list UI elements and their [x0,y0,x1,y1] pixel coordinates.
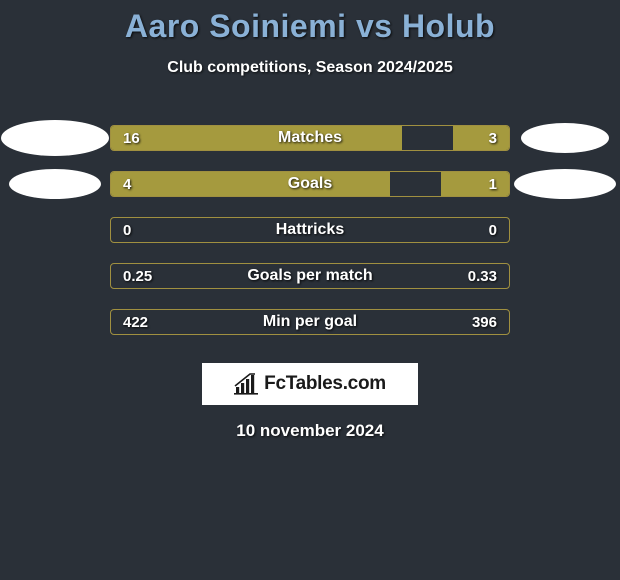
stats-rows: 16 Matches 3 4 Goals 1 [0,115,620,345]
avatar-right-wrap [510,123,620,153]
bar-chart-icon [234,373,260,395]
stat-row: 0 Hattricks 0 [0,207,620,253]
stat-value-right: 0.33 [468,264,497,288]
brand-watermark: FcTables.com [202,363,418,405]
stat-value-right: 1 [489,172,497,196]
stat-bar: 4 Goals 1 [110,171,510,197]
avatar-right-wrap [510,169,620,199]
stat-bar: 16 Matches 3 [110,125,510,151]
comparison-infographic: Aaro Soiniemi vs Holub Club competitions… [0,0,620,441]
stat-bar: 422 Min per goal 396 [110,309,510,335]
stat-label: Goals per match [111,264,509,288]
stat-bar: 0 Hattricks 0 [110,217,510,243]
stat-value-right: 0 [489,218,497,242]
date-text: 10 november 2024 [0,421,620,441]
stat-bar: 0.25 Goals per match 0.33 [110,263,510,289]
stat-row: 0.25 Goals per match 0.33 [0,253,620,299]
stat-label: Matches [111,126,509,150]
player-avatar-left-icon [1,120,109,156]
avatar-left-wrap [0,120,110,156]
stat-row: 16 Matches 3 [0,115,620,161]
subtitle: Club competitions, Season 2024/2025 [0,59,620,77]
stat-label: Min per goal [111,310,509,334]
player-avatar-right-icon [514,169,616,199]
page-title: Aaro Soiniemi vs Holub [0,8,620,45]
stat-row: 4 Goals 1 [0,161,620,207]
avatar-left-wrap [0,169,110,199]
player-avatar-left-icon [9,169,101,199]
stat-value-right: 396 [472,310,497,334]
stat-label: Hattricks [111,218,509,242]
player-avatar-right-icon [521,123,609,153]
stat-label: Goals [111,172,509,196]
brand-text: FcTables.com [264,373,386,395]
stat-row: 422 Min per goal 396 [0,299,620,345]
stat-value-right: 3 [489,126,497,150]
